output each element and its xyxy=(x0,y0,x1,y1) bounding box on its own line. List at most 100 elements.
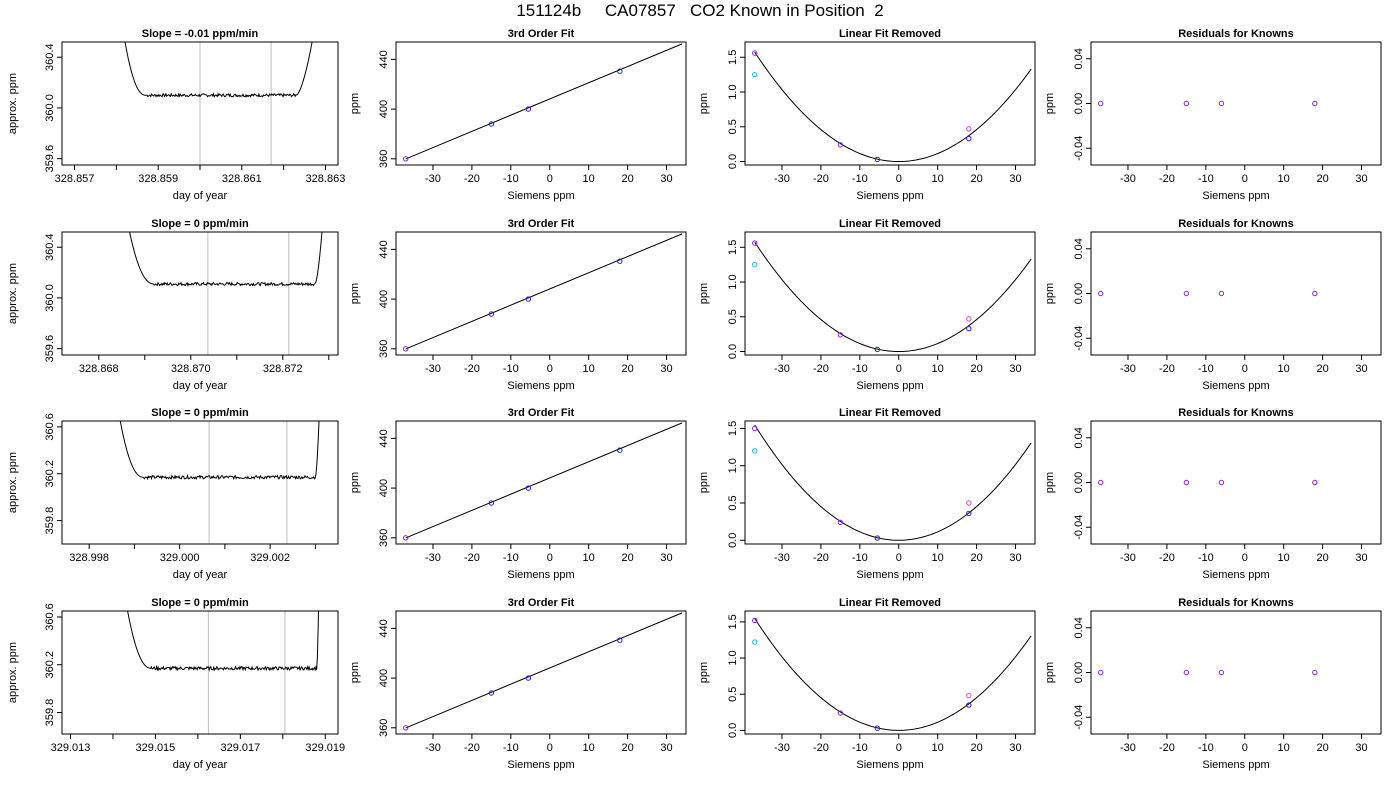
y-axis-label: ppm xyxy=(1044,472,1056,493)
x-tick-label: -20 xyxy=(813,552,829,564)
x-tick-label: 10 xyxy=(1278,363,1290,375)
x-tick-label: 10 xyxy=(932,552,944,564)
x-axis-label: Siemens ppm xyxy=(1202,569,1269,581)
plot-frame xyxy=(395,420,687,545)
x-tick-label: -10 xyxy=(852,742,868,754)
panel-title: Linear Fit Removed xyxy=(839,28,941,40)
y-axis-label: ppm xyxy=(1044,662,1056,683)
x-tick-label: -30 xyxy=(425,552,441,564)
y-tick-label: 400 xyxy=(378,479,390,497)
x-tick-label: 329.017 xyxy=(220,742,260,754)
data-point xyxy=(525,296,532,302)
x-axis-label: Siemens ppm xyxy=(507,759,574,771)
x-tick-label: 20 xyxy=(621,363,633,375)
figure-title: 151124b CA07857 CO2 Known in Position 2 xyxy=(516,1,884,20)
y-tick-label: 440 xyxy=(378,619,390,637)
data-point xyxy=(1098,669,1104,676)
x-tick-label: 20 xyxy=(970,552,982,564)
data-point xyxy=(966,126,972,132)
x-tick-label: 10 xyxy=(583,363,595,375)
x-tick-label: -10 xyxy=(1198,363,1214,375)
panel-title: Residuals for Knowns xyxy=(1178,218,1294,230)
y-tick-label: 360.0 xyxy=(44,284,56,312)
data-point xyxy=(874,725,881,731)
x-axis-label: Siemens ppm xyxy=(856,759,923,771)
data-point xyxy=(966,325,972,332)
series-line xyxy=(119,421,320,481)
data-point xyxy=(752,425,758,432)
plot-frame xyxy=(395,610,687,735)
data-point xyxy=(752,240,758,246)
data-point xyxy=(1098,479,1104,486)
data-point xyxy=(403,725,409,731)
panel-r3-c2: 3rd Order Fit -30 -20 -10 0 10 20 30 360 400 440 Si… xyxy=(349,407,687,581)
panel-r3-c4: Residuals for Knowns -30 -20 -10 0 10 20 30 -0.0… xyxy=(1044,407,1382,581)
x-tick-label: 329.013 xyxy=(51,742,91,754)
series-line xyxy=(129,232,323,287)
data-point xyxy=(1098,290,1104,297)
data-point xyxy=(752,71,758,78)
data-point xyxy=(874,535,881,541)
data-point xyxy=(966,510,972,517)
x-tick-label: 10 xyxy=(583,173,595,185)
x-axis-label: Siemens ppm xyxy=(856,190,923,202)
x-tick-label: 20 xyxy=(621,742,633,754)
data-point xyxy=(488,121,495,127)
panel-r1-c2: 3rd Order Fit -30 -20 -10 0 10 20 30 360 400 440 Si… xyxy=(349,28,687,202)
y-tick-label: 0.5 xyxy=(727,687,739,702)
y-tick-label: 359.6 xyxy=(44,335,56,363)
data-point xyxy=(617,68,623,74)
panel-r4-c4: Residuals for Knowns -30 -20 -10 0 10 20 30 -0.0… xyxy=(1044,597,1382,771)
panel-r4-c2: 3rd Order Fit -30 -20 -10 0 10 20 30 360 400 440 Si… xyxy=(349,597,687,771)
panel-r2-c2: 3rd Order Fit -30 -20 -10 0 10 20 30 360 400 440 Si… xyxy=(349,218,687,392)
panel-r2-c3: Linear Fit Removed -30 -20 -10 0 10 20 30 0.0 0.5… xyxy=(698,218,1036,392)
fit-curve xyxy=(754,618,1032,731)
data-point xyxy=(966,500,972,506)
x-tick-label: 10 xyxy=(1278,173,1290,185)
panel-r2-c4: Residuals for Knowns -30 -20 -10 0 10 20 30 -0.0… xyxy=(1044,218,1382,392)
data-point xyxy=(1183,290,1190,297)
y-tick-label: 359.8 xyxy=(44,507,56,535)
x-tick-label: 20 xyxy=(1316,742,1328,754)
data-point xyxy=(837,519,844,526)
x-tick-label: 328.859 xyxy=(138,173,178,185)
y-tick-label: 1.0 xyxy=(727,274,739,289)
data-point xyxy=(966,316,972,322)
x-tick-label: -30 xyxy=(1120,173,1136,185)
x-axis-label: day of year xyxy=(173,190,228,202)
x-tick-label: 30 xyxy=(1355,742,1367,754)
x-tick-label: -30 xyxy=(774,742,790,754)
x-axis-label: Siemens ppm xyxy=(507,190,574,202)
x-tick-label: 0 xyxy=(547,742,553,754)
x-tick-label: -20 xyxy=(1159,363,1175,375)
x-tick-label: 0 xyxy=(896,363,902,375)
y-tick-label: -0.04 xyxy=(1073,515,1085,540)
y-tick-label: 1.0 xyxy=(727,650,739,665)
x-tick-label: 20 xyxy=(1316,173,1328,185)
data-point xyxy=(1183,100,1190,107)
y-tick-label: 0.00 xyxy=(1073,93,1085,114)
x-tick-label: 20 xyxy=(970,173,982,185)
data-point xyxy=(403,346,409,352)
y-tick-label: 0.0 xyxy=(727,154,739,169)
data-point xyxy=(617,637,623,643)
x-tick-label: -10 xyxy=(852,363,868,375)
y-tick-label: 360.6 xyxy=(44,603,56,631)
panel-r1-c1: Slope = -0.01 ppm/min 328.857 328.859 328.8… xyxy=(7,28,345,202)
panel-r4-c1: Slope = 0 ppm/min 329.013 329.015 329.017 32… xyxy=(7,597,345,771)
data-point xyxy=(966,702,972,708)
x-tick-label: 0 xyxy=(1242,742,1248,754)
fit-line xyxy=(405,422,683,539)
x-tick-label: -20 xyxy=(813,363,829,375)
x-tick-label: 30 xyxy=(660,742,672,754)
x-tick-label: 30 xyxy=(1009,552,1021,564)
y-tick-label: 360.2 xyxy=(44,460,56,488)
data-point xyxy=(1218,290,1225,297)
y-axis-label: ppm xyxy=(349,283,361,304)
x-axis-label: day of year xyxy=(173,569,228,581)
panel-r2-c1: Slope = 0 ppm/min 328.868 328.870 328.872 35… xyxy=(7,218,339,392)
x-tick-label: -30 xyxy=(1120,552,1136,564)
y-axis-label: approx. ppm xyxy=(7,642,19,703)
